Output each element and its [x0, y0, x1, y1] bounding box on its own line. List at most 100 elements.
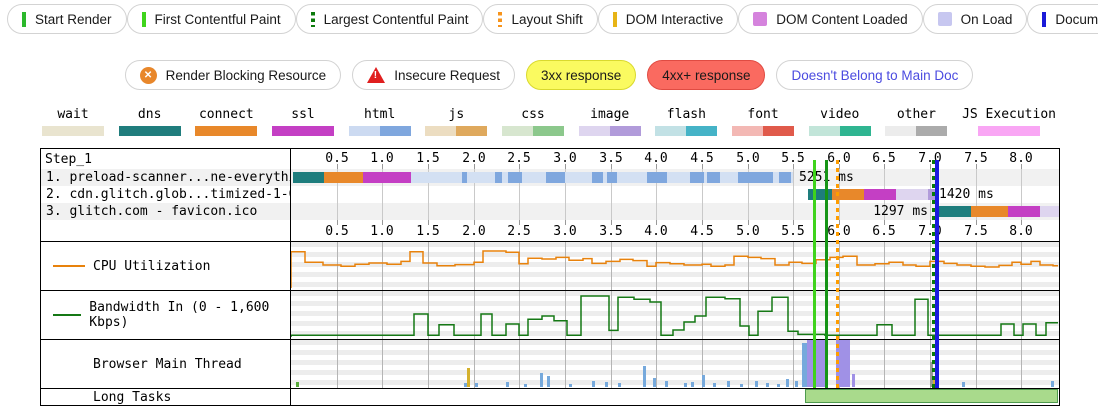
- main-thread-block: [807, 340, 828, 387]
- main-thread-activity-bar: [795, 381, 798, 387]
- phase-swatch-icon: [348, 126, 411, 136]
- legend-badge-3xx-response[interactable]: 3xx response: [526, 60, 637, 90]
- legend-label: Start Render: [35, 11, 112, 27]
- main-thread-activity-bar: [464, 383, 467, 387]
- legend-marker-on-load[interactable]: On Load: [922, 4, 1028, 34]
- segment-connect: [971, 206, 1008, 217]
- legend-marker-document-complete[interactable]: Document Complete: [1027, 4, 1098, 34]
- gridline: [702, 340, 703, 388]
- axis-tick-mark: [519, 164, 520, 169]
- legend-badges-row: ✕ Render Blocking Resource ! Insecure Reque…: [0, 60, 1098, 90]
- gridline: [428, 242, 429, 290]
- segment-image_chunk: [928, 189, 936, 200]
- cpu-label: CPU Utilization: [93, 258, 211, 274]
- legend-marker-first-contentful-paint[interactable]: First Contentful Paint: [126, 4, 296, 34]
- legend-marker-largest-contentful-paint[interactable]: Largest Contentful Paint: [295, 4, 484, 34]
- request-label[interactable]: 1. preload-scanner...ne-everything.html: [41, 169, 290, 186]
- gridline: [748, 291, 749, 339]
- axis-tick-mark: [702, 220, 703, 225]
- legend-badge-4xx-response[interactable]: 4xx+ response: [647, 60, 766, 90]
- gridline: [474, 169, 475, 220]
- phase-flash: flash: [655, 107, 718, 136]
- axis-tick-mark: [976, 164, 977, 169]
- phase-swatch-icon: [732, 126, 795, 136]
- legend-label: Render Blocking Resource: [165, 67, 327, 83]
- axis-tick-label: 5.0: [736, 151, 760, 166]
- start-render-icon: [22, 11, 26, 27]
- axis-tick-label: 5.0: [736, 224, 760, 239]
- gridline: [884, 340, 885, 388]
- axis-tick-label: 2.0: [462, 224, 486, 239]
- gridline: [382, 291, 383, 339]
- main-thread-block: [836, 340, 850, 387]
- gridline: [884, 242, 885, 290]
- request-label[interactable]: 3. glitch.com - favicon.ico: [41, 203, 290, 220]
- segment-html_chunk: [647, 172, 667, 183]
- axis-tick-mark: [611, 220, 612, 225]
- gridline: [382, 340, 383, 388]
- main-thread-activity-bar: [684, 383, 687, 387]
- legend-label: On Load: [960, 11, 1013, 27]
- axis-tick-mark: [382, 220, 383, 225]
- axis-tick-mark: [748, 164, 749, 169]
- axis-tick-label: 6.5: [872, 224, 896, 239]
- axis-tick-label: 4.5: [690, 151, 714, 166]
- legend-marker-start-render[interactable]: Start Render: [7, 4, 127, 34]
- segment-html_chunk: [738, 172, 773, 183]
- segment-ssl: [363, 172, 411, 183]
- legend-badge-render-blocking-resource[interactable]: ✕ Render Blocking Resource: [124, 60, 342, 90]
- long-tasks-label-cell: Long Tasks: [41, 389, 291, 405]
- legend-label: Document Complete: [1055, 11, 1098, 27]
- legend-label: 4xx+ response: [662, 67, 751, 83]
- gridline: [839, 242, 840, 290]
- layout-shift-icon: [498, 11, 503, 27]
- legend-marker-layout-shift[interactable]: Layout Shift: [483, 4, 598, 34]
- gridline: [1021, 242, 1022, 290]
- phase-swatch-icon: [195, 126, 258, 136]
- phase-js: js: [425, 107, 488, 136]
- phase-wait: wait: [42, 107, 104, 136]
- gridline: [474, 340, 475, 388]
- gridline: [1021, 340, 1022, 388]
- phase-label: wait: [57, 107, 89, 122]
- axis-tick-label: 1.5: [416, 224, 440, 239]
- legend-marker-dom-interactive[interactable]: DOM Interactive: [597, 4, 739, 34]
- gridline: [382, 242, 383, 290]
- gridline: [519, 242, 520, 290]
- gridline: [1021, 169, 1022, 220]
- segment-connect: [324, 172, 363, 183]
- main-thread-activity-bar: [691, 382, 694, 387]
- main-thread-activity-bar: [740, 384, 743, 387]
- phase-connect: connect: [195, 107, 258, 136]
- gridline: [565, 242, 566, 290]
- bandwidth-legend-cell: Bandwidth In (0 - 1,600 Kbps): [41, 291, 291, 339]
- axis-tick-mark: [474, 164, 475, 169]
- legend-label: Layout Shift: [511, 11, 583, 27]
- axis-tick-mark: [839, 220, 840, 225]
- axis-tick-label: 2.0: [462, 151, 486, 166]
- long-tasks-label: Long Tasks: [93, 389, 172, 405]
- gridline: [976, 340, 977, 388]
- bandwidth-label: Bandwidth In (0 - 1,600 Kbps): [89, 300, 270, 330]
- gridline: [337, 340, 338, 388]
- gridline: [1021, 291, 1022, 339]
- segment-html_chunk: [462, 172, 467, 183]
- legend-marker-dom-content-loaded[interactable]: DOM Content Loaded: [738, 4, 923, 34]
- axis-tick-label: 3.0: [553, 151, 577, 166]
- axis-tick-mark: [930, 164, 931, 169]
- axis-bottom-label-cell: [41, 220, 291, 241]
- legend-badge-insecure-request[interactable]: ! Insecure Request: [352, 60, 515, 90]
- axis-tick-label: 8.0: [1009, 151, 1033, 166]
- segment-dns: [293, 172, 324, 183]
- request-label[interactable]: 2. cdn.glitch.glob...timized-1-640w.jpg: [46, 187, 290, 202]
- gridline: [611, 242, 612, 290]
- axis-tick-mark: [884, 220, 885, 225]
- legend-badge-doesn-t-belong-to-main-doc[interactable]: Doesn't Belong to Main Doc: [776, 60, 974, 90]
- phase-swatch-icon: [118, 126, 181, 136]
- gridline: [839, 291, 840, 339]
- gridline: [565, 169, 566, 220]
- axis-tick-mark: [565, 164, 566, 169]
- phase-swatch-icon: [272, 126, 335, 136]
- request-labels-column: 1. preload-scanner...ne-everything.html2…: [41, 169, 291, 220]
